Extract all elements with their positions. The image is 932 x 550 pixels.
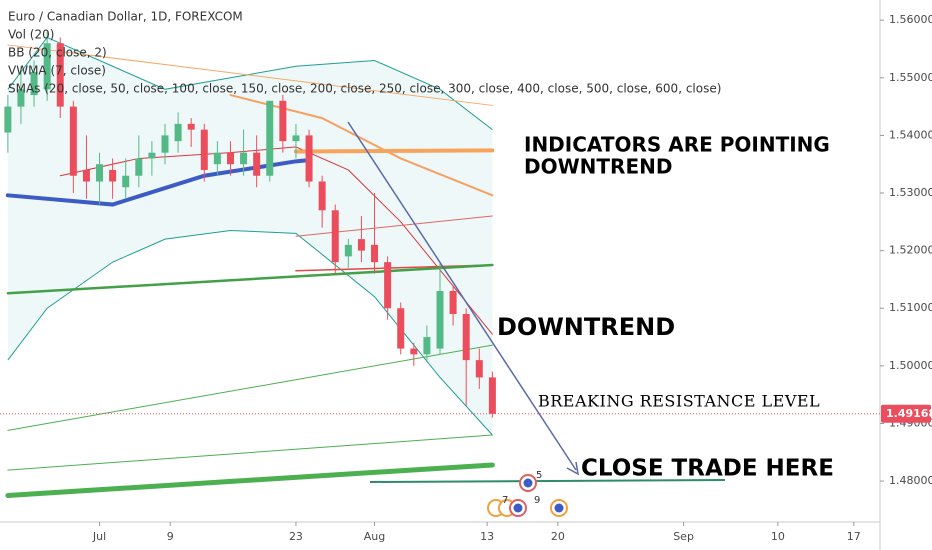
annotation: DOWNTREND xyxy=(524,155,672,179)
x-tick-label: 17 xyxy=(847,530,861,543)
event-count: 9 xyxy=(534,495,540,506)
indicator-line xyxy=(293,148,495,154)
indicator-line xyxy=(7,344,493,431)
candle-body xyxy=(56,43,64,107)
plot-area xyxy=(4,31,496,498)
event-icon-core xyxy=(513,503,523,513)
indicator-legend: Vol (20) xyxy=(8,28,54,42)
trend-arrow-head xyxy=(566,461,579,476)
event-icon-core xyxy=(523,478,533,488)
candle-body xyxy=(96,164,104,182)
indicator-line xyxy=(6,263,494,295)
y-tick-label: 1.55000 xyxy=(889,71,932,84)
candle-body xyxy=(331,210,339,263)
x-tick-label: Sep xyxy=(673,530,694,543)
candle-body xyxy=(410,348,418,355)
candle-body xyxy=(488,377,496,414)
candle-body xyxy=(213,152,221,165)
candle-body xyxy=(4,106,12,133)
indicator-legend: SMAs (20, close, 50, close, 100, close, … xyxy=(8,82,721,96)
candle-body xyxy=(82,169,90,182)
indicator-line xyxy=(7,434,493,471)
last-price-label: 1.49168 xyxy=(886,407,932,420)
last-price-tag xyxy=(881,404,931,423)
candle-body xyxy=(436,290,444,349)
y-tick-label: 1.51000 xyxy=(889,301,932,314)
event-count: 5 xyxy=(536,470,542,481)
y-tick-label: 1.56000 xyxy=(889,13,932,26)
candle-body xyxy=(30,72,38,96)
candle-body xyxy=(17,89,25,107)
target-line xyxy=(369,479,726,483)
symbol-title: Euro / Canadian Dollar, 1D, FOREXCOM xyxy=(8,10,243,24)
x-tick-label: 10 xyxy=(771,530,785,543)
candle-body xyxy=(69,106,77,176)
candle-body xyxy=(122,175,130,188)
candle-body xyxy=(161,135,169,153)
candle-body xyxy=(174,123,182,142)
x-tick-label: Jul xyxy=(92,530,106,543)
candle-body xyxy=(384,262,392,309)
y-tick-label: 1.48000 xyxy=(889,474,932,487)
x-tick-label: 23 xyxy=(289,530,303,543)
candle-body xyxy=(135,158,143,176)
x-tick-label: Aug xyxy=(364,530,385,543)
annotation: DOWNTREND xyxy=(497,313,675,341)
candle-body xyxy=(253,152,261,176)
candle-body xyxy=(449,290,457,315)
y-tick-label: 1.52000 xyxy=(889,244,932,257)
candle-body xyxy=(148,152,156,159)
x-tick-label: 13 xyxy=(480,530,494,543)
indicator-line xyxy=(7,44,493,106)
indicator-legend: BB (20, close, 2) xyxy=(8,46,107,60)
indicator-line xyxy=(295,215,493,237)
annotation: INDICATORS ARE POINTING xyxy=(524,133,830,157)
indicator-line xyxy=(5,462,495,498)
candle-body xyxy=(292,135,300,142)
band-line xyxy=(7,36,493,131)
x-tick-label: 9 xyxy=(167,530,174,543)
candle-body xyxy=(397,308,405,349)
candle-body xyxy=(109,169,117,182)
candle-body xyxy=(357,239,365,251)
y-tick-label: 1.53000 xyxy=(889,186,932,199)
annotation: BREAKING RESISTANCE LEVEL xyxy=(538,392,820,411)
candle-body xyxy=(462,314,470,361)
band-fill xyxy=(7,37,493,436)
candle-body xyxy=(43,43,51,90)
event-count: 7 xyxy=(502,495,508,506)
candle-body xyxy=(423,337,431,355)
candle-body xyxy=(475,360,483,378)
event-icons: 5 7 9 xyxy=(487,470,568,517)
candle-body xyxy=(344,244,352,257)
trend-arrow xyxy=(347,121,577,471)
x-tick-label: 20 xyxy=(551,530,565,543)
y-tick-label: 1.54000 xyxy=(889,128,932,141)
candle-body xyxy=(200,129,208,170)
event-icon-core xyxy=(554,503,564,513)
candle-body xyxy=(371,244,379,263)
y-tick-label: 1.50000 xyxy=(889,359,932,372)
indicator-line xyxy=(229,94,494,197)
candle-body xyxy=(318,181,326,211)
candle-body xyxy=(226,152,234,165)
band-line xyxy=(7,229,493,436)
candle-body xyxy=(279,100,287,142)
candle-body xyxy=(240,152,248,165)
candle-body xyxy=(266,100,274,176)
annotation: CLOSE TRADE HERE xyxy=(581,456,834,482)
candle-body xyxy=(305,135,313,182)
indicator-legend: VWMA (7, close) xyxy=(8,64,106,78)
candle-body xyxy=(187,123,195,130)
